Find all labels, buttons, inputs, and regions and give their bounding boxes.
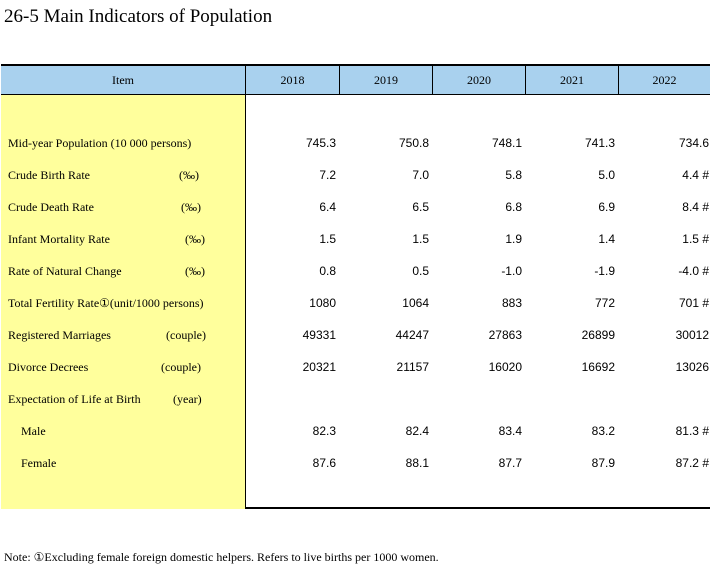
table-row: Mid-year Population (10 000 persons) 745.… bbox=[1, 127, 710, 159]
table-row: Crude Death Rate (‰) 6.4 6.5 6.8 6.9 8.4 # bbox=[1, 191, 710, 223]
page-title: 26-5 Main Indicators of Population bbox=[4, 6, 273, 27]
cell-value: 4.4 # bbox=[682, 168, 709, 182]
column-divider bbox=[245, 66, 246, 509]
header-year-2021: 2021 bbox=[525, 66, 618, 94]
table-row: Divorce Decrees (couple) 20321 21157 16020 16… bbox=[1, 351, 710, 383]
cell-value: 88.1 bbox=[405, 456, 429, 470]
row-unit: (‰) bbox=[185, 232, 205, 246]
cell-value: 1.5 # bbox=[682, 232, 709, 246]
row-label: Mid-year Population (10 000 persons) bbox=[8, 136, 192, 150]
header-year-2018: 2018 bbox=[280, 73, 305, 87]
cell-value: 83.4 bbox=[498, 424, 522, 438]
cell-value: 44247 bbox=[395, 328, 429, 342]
cell-value: 26899 bbox=[581, 328, 615, 342]
row-label: Crude Birth Rate bbox=[8, 168, 90, 182]
table-row: Registered Marriages (couple) 49331 44247 27… bbox=[1, 319, 710, 351]
cell-value: 1.9 bbox=[505, 232, 522, 246]
row-unit: (year) bbox=[173, 392, 202, 406]
table-row: Rate of Natural Change (‰) 0.8 0.5 -1.0 -1.9 -… bbox=[1, 255, 710, 287]
cell-value: 16020 bbox=[488, 360, 522, 374]
cell-value: 7.2 bbox=[319, 168, 336, 182]
cell-value: 750.8 bbox=[398, 136, 429, 150]
cell-value: 1.5 bbox=[412, 232, 429, 246]
cell-value: 0.5 bbox=[412, 264, 429, 278]
cell-value: 7.0 bbox=[412, 168, 429, 182]
cell-value: 30012 bbox=[675, 328, 709, 342]
table-row: Crude Birth Rate (‰) 7.2 7.0 5.8 5.0 4.4 # bbox=[1, 159, 710, 191]
cell-value: 6.8 bbox=[505, 200, 522, 214]
row-label: Crude Death Rate bbox=[8, 200, 94, 214]
cell-value: 734.6 bbox=[678, 136, 709, 150]
cell-value: 87.2 # bbox=[675, 456, 709, 470]
row-unit: (‰) bbox=[181, 200, 201, 214]
cell-value: -1.9 bbox=[594, 264, 615, 278]
cell-value: 1064 bbox=[402, 296, 429, 310]
cell-value: 741.3 bbox=[584, 136, 615, 150]
cell-value: 1.5 bbox=[319, 232, 336, 246]
cell-value: 5.0 bbox=[598, 168, 615, 182]
cell-value: 87.9 bbox=[591, 456, 615, 470]
row-label: Registered Marriages bbox=[8, 328, 111, 342]
table-row: Infant Mortality Rate (‰) 1.5 1.5 1.9 1.4 1.5 … bbox=[1, 223, 710, 255]
cell-value: 6.5 bbox=[412, 200, 429, 214]
header-year-2020: 2020 bbox=[432, 66, 525, 94]
cell-value: 82.3 bbox=[312, 424, 336, 438]
cell-value: 87.7 bbox=[498, 456, 522, 470]
cell-value bbox=[525, 383, 615, 415]
row-label: Rate of Natural Change bbox=[8, 264, 122, 278]
table-header: Item 2018 2019 2020 2021 2022 bbox=[1, 66, 710, 95]
cell-value: 20321 bbox=[302, 360, 336, 374]
cell-value: 1.4 bbox=[598, 232, 615, 246]
row-label: Infant Mortality Rate bbox=[8, 232, 110, 246]
cell-value: 83.2 bbox=[591, 424, 615, 438]
cell-value bbox=[619, 383, 709, 415]
row-unit: (couple) bbox=[161, 360, 201, 374]
cell-value: 6.9 bbox=[598, 200, 615, 214]
cell-value: 6.4 bbox=[319, 200, 336, 214]
cell-value: -1.0 bbox=[501, 264, 522, 278]
row-label: Male bbox=[21, 424, 46, 438]
header-item: Item bbox=[112, 73, 134, 87]
row-label: Total Fertility Rate①(unit/1000 persons) bbox=[8, 296, 204, 310]
cell-value: 27863 bbox=[488, 328, 522, 342]
indicators-table: Item 2018 2019 2020 2021 2022 Mid-year P… bbox=[1, 64, 710, 509]
cell-value: 748.1 bbox=[491, 136, 522, 150]
cell-value bbox=[432, 383, 522, 415]
table-row: Expectation of Life at Birth (year) bbox=[1, 383, 710, 415]
cell-value: 1080 bbox=[309, 296, 336, 310]
cell-value: 16692 bbox=[581, 360, 615, 374]
cell-value: 81.3 # bbox=[675, 424, 709, 438]
cell-value: 8.4 # bbox=[682, 200, 709, 214]
table-row: Female 87.6 88.1 87.7 87.9 87.2 # bbox=[1, 447, 710, 479]
cell-value: 21157 bbox=[396, 360, 429, 374]
table-row: Total Fertility Rate①(unit/1000 persons)… bbox=[1, 287, 710, 319]
cell-value bbox=[246, 383, 336, 415]
cell-value: 0.8 bbox=[319, 264, 336, 278]
header-year-2019: 2019 bbox=[339, 66, 432, 94]
cell-value: -4.0 # bbox=[678, 264, 709, 278]
row-unit: (couple) bbox=[166, 328, 206, 342]
table-row: Male 82.3 82.4 83.4 83.2 81.3 # bbox=[1, 415, 710, 447]
header-year-2022: 2022 bbox=[618, 66, 710, 94]
cell-value: 49331 bbox=[302, 328, 336, 342]
cell-value: 772 bbox=[594, 296, 615, 310]
footnote: Note: ①Excluding female foreign domestic… bbox=[4, 550, 439, 564]
cell-value: 745.3 bbox=[305, 136, 336, 150]
row-unit: (‰) bbox=[185, 264, 205, 278]
row-label: Divorce Decrees bbox=[8, 360, 89, 374]
cell-value: 13026 bbox=[675, 360, 709, 374]
cell-value: 701 # bbox=[678, 296, 709, 310]
cell-value bbox=[339, 383, 429, 415]
item-column-background bbox=[1, 95, 245, 509]
row-label: Expectation of Life at Birth bbox=[8, 392, 141, 406]
row-label: Female bbox=[21, 456, 57, 470]
cell-value: 82.4 bbox=[405, 424, 429, 438]
cell-value: 883 bbox=[501, 296, 522, 310]
row-unit: (‰) bbox=[179, 168, 199, 182]
cell-value: 87.6 bbox=[312, 456, 336, 470]
cell-value: 5.8 bbox=[505, 168, 522, 182]
